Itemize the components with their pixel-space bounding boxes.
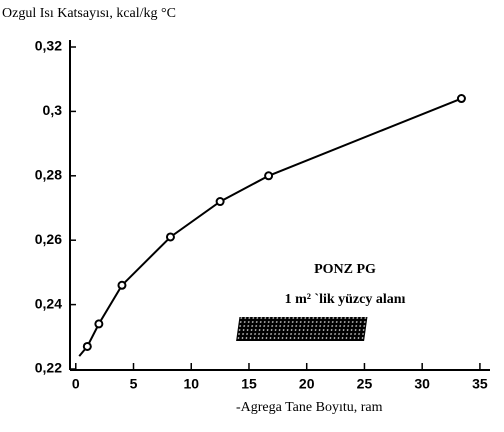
y-tick-label: 0,32 [35,38,62,54]
data-point [165,232,175,242]
x-tick-label: 5 [130,376,138,392]
x-tick-label: 25 [357,376,373,392]
data-point [264,171,274,181]
x-tick-label: 10 [183,376,199,392]
y-tick-label: 0,24 [35,295,62,311]
data-point [82,341,92,351]
annotation: PONZ PG [314,262,376,277]
annotation: 1 m² `lik yüzcy alanı [285,292,406,307]
data-point [215,197,225,207]
y-tick-label: 0,22 [35,360,62,376]
x-tick-label: 20 [299,376,315,392]
x-tick-label: 35 [472,376,488,392]
x-axis-label: -Agrega Tane Boyıtu, ram [236,400,383,415]
y-tick-label: 0,28 [35,167,62,183]
x-tick-label: 0 [72,376,80,392]
data-point [456,94,466,104]
y-tick-label: 0,26 [35,231,62,247]
y-tick-label: 0,3 [43,102,63,118]
data-point [94,319,104,329]
x-tick-label: 30 [414,376,430,392]
x-tick-label: 15 [241,376,257,392]
chart-title: Ozgul Isı Katsayısı, kcal/kg °C [2,6,176,21]
data-point [117,280,127,290]
sample-block [236,317,368,341]
